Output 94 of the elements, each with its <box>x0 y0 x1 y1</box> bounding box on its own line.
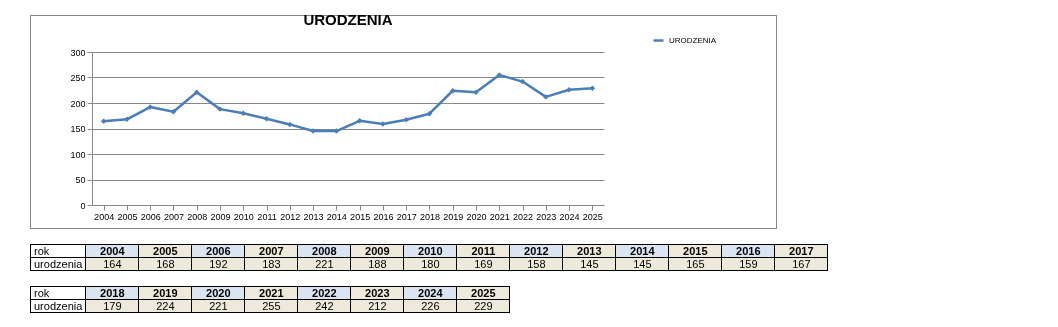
data-label: 180 <box>403 257 457 271</box>
x-tick-label: 2014 <box>615 244 669 258</box>
x-tick-label: 2023 <box>350 286 404 300</box>
data-label: 192 <box>191 257 245 271</box>
x-tick-label: 2023 <box>536 211 557 222</box>
point <box>193 89 200 96</box>
point <box>566 87 572 93</box>
data-label: 224 <box>138 299 192 313</box>
x-tick-label: 2010 <box>403 244 457 258</box>
data-label: 165 <box>668 257 722 271</box>
data-label: 167 <box>774 257 828 271</box>
x-tick-label: 2018 <box>85 286 139 300</box>
x-tick-label: 2019 <box>443 211 464 222</box>
data-label: 226 <box>403 299 457 313</box>
chart-title: URODZENIA <box>303 11 393 28</box>
x-tick-label: 2025 <box>456 286 510 300</box>
data-label: 158 <box>509 257 563 271</box>
data-label: 255 <box>244 299 298 313</box>
x-tick-label: 2021 <box>244 286 298 300</box>
y-tick-label: 300 <box>70 47 86 58</box>
x-tick-label: 2012 <box>509 244 563 258</box>
x-tick-label: 2018 <box>419 211 440 222</box>
point <box>333 128 340 134</box>
y-tick-label: 150 <box>70 124 86 134</box>
point <box>263 116 270 122</box>
point <box>449 88 456 94</box>
data-label: 164 <box>85 257 139 271</box>
x-tick-label: 2022 <box>297 286 351 300</box>
data-label: 183 <box>244 257 298 271</box>
x-tick-label: 2007 <box>244 244 298 258</box>
x-tick-label: 2009 <box>350 244 404 258</box>
data-label: 242 <box>297 299 351 313</box>
data-label: 169 <box>456 257 510 271</box>
x-axis-title: rok <box>30 244 86 258</box>
y-tick-label: urodzenia <box>30 257 86 271</box>
x-tick-label: 2017 <box>774 244 828 258</box>
x-tick-label: 2017 <box>396 211 417 222</box>
x-tick-label: 2025 <box>582 211 603 222</box>
data-label: 159 <box>721 257 775 271</box>
x-tick-label: 2014 <box>326 211 347 222</box>
x-tick-label: 2016 <box>373 211 394 222</box>
point <box>496 72 503 78</box>
x-tick-label: 2004 <box>94 211 115 222</box>
x-tick-label: 2024 <box>403 286 457 300</box>
point <box>100 118 107 125</box>
point <box>543 94 549 100</box>
point <box>124 116 130 123</box>
x-tick-label: 2006 <box>191 244 245 258</box>
x-tick-label: 2022 <box>513 211 534 222</box>
x-tick-label: 2006 <box>140 211 161 222</box>
x-tick-label: 2019 <box>138 286 192 300</box>
y-tick-label: urodzenia <box>30 299 86 313</box>
x-tick-label: 2013 <box>303 211 324 222</box>
x-tick-label: 2008 <box>297 244 351 258</box>
x-tick-label: 2007 <box>163 211 184 222</box>
y-tick-label: 100 <box>70 149 86 160</box>
y-tick-label: 200 <box>70 98 86 109</box>
point <box>403 117 409 123</box>
data-label: 145 <box>562 257 616 271</box>
data-label: 188 <box>350 257 404 271</box>
x-tick-label: 2011 <box>456 244 510 258</box>
data-label: 221 <box>297 257 351 271</box>
data-label: 212 <box>350 299 404 313</box>
legend-label: URODZENIA <box>669 35 717 45</box>
point <box>473 89 479 96</box>
x-tick-label: 2020 <box>466 211 487 222</box>
x-axis-title: rok <box>30 286 86 300</box>
y-tick-label: 250 <box>70 73 86 83</box>
y-tick-label: 0 <box>80 200 86 211</box>
y-tick-label: 50 <box>75 175 86 185</box>
x-tick-label: 2005 <box>138 244 192 258</box>
x-tick-label: 2015 <box>668 244 722 258</box>
data-label: 229 <box>456 299 510 313</box>
point <box>240 110 247 116</box>
data-label: 145 <box>615 257 669 271</box>
x-tick-label: 2004 <box>85 244 139 258</box>
x-tick-label: 2024 <box>559 211 580 222</box>
x-tick-label: 2005 <box>117 211 138 222</box>
x-tick-label: 2012 <box>280 211 301 222</box>
x-tick-label: 2008 <box>187 211 208 222</box>
x-tick-label: 2009 <box>210 211 231 222</box>
x-tick-label: 2013 <box>562 244 616 258</box>
point <box>356 118 363 124</box>
point <box>589 85 596 91</box>
x-tick-label: 2015 <box>350 211 371 222</box>
data-label: 221 <box>191 299 245 313</box>
x-tick-label: 2021 <box>489 211 510 222</box>
point <box>287 121 293 128</box>
data-label: 168 <box>138 257 192 271</box>
x-tick-label: 2020 <box>191 286 245 300</box>
x-tick-label: 2011 <box>257 211 277 222</box>
data-label: 179 <box>85 299 139 313</box>
x-tick-label: 2010 <box>233 211 254 222</box>
x-tick-label: 2016 <box>721 244 775 258</box>
